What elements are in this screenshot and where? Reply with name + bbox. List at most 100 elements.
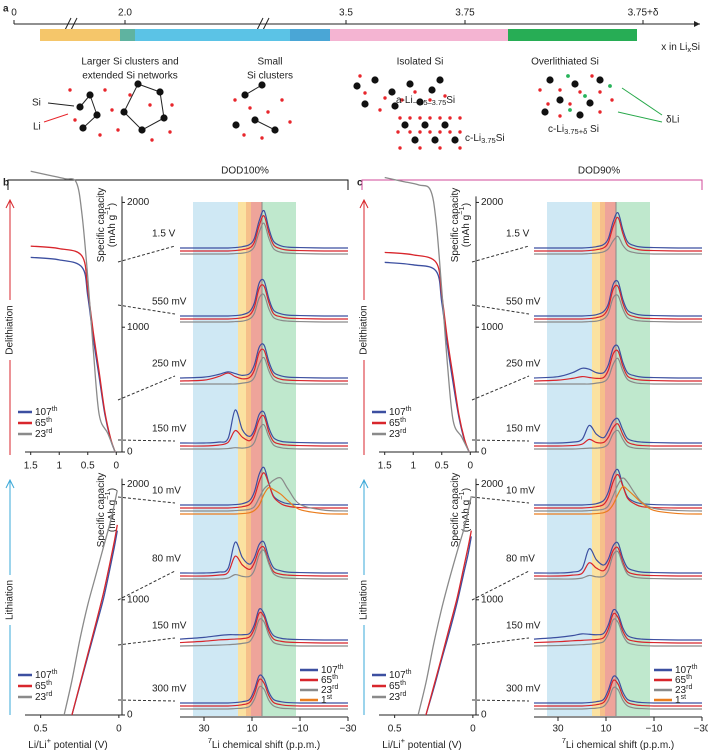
axis-arrow [694,21,700,27]
region-band [290,29,330,41]
text-part: 23 [675,685,687,696]
li-atom [288,120,292,124]
y-tick-label: 0 [481,447,487,458]
y-tick-label: 0 [481,710,487,721]
row-label: 250 mV [506,359,541,370]
axis-break [64,17,78,31]
si-atom [76,103,84,111]
text-part: 7 [562,736,566,745]
region-label: Overlithiated Si [531,57,599,68]
spectrum [533,279,703,317]
si-atom [406,80,414,88]
x-tick-label: 10 [600,724,612,735]
y-tick-label: 0 [127,710,133,721]
extra-li [568,108,572,112]
legend-label: 65th [35,417,52,429]
panel-label: a [3,4,9,15]
spectrum [533,612,703,644]
li-atom [266,110,270,114]
legend-label: 1st [321,694,332,706]
x-tick-label: 30 [198,724,210,735]
spectrum [180,209,349,249]
text-part: −1 [103,491,112,500]
legend-label: 107th [675,664,698,676]
si-atom [391,102,399,110]
text-part: th [406,406,412,413]
si-atom [431,136,439,144]
text-part: 65 [389,681,401,692]
scale-tick-label: 3.75 [455,8,475,19]
legend-label: 23rd [35,428,52,440]
li-atom [428,98,432,102]
bond [123,111,143,131]
spectrum [534,235,702,255]
text-part: Si [496,133,505,144]
si-atom [451,136,459,144]
spectrum [180,685,348,710]
text-part: Li chemical shift (p.p.m.) [212,740,320,751]
x-tick-label: 10 [246,724,258,735]
spectrum [180,678,348,707]
legend-label: 23rd [675,684,692,696]
li-atom [458,130,462,134]
text-part: (mAh g [461,500,472,532]
region-band [40,29,120,41]
x-tick-label: 0.5 [34,724,48,735]
text-part: −1 [457,491,466,500]
spectrum [179,618,348,647]
y-tick-label: 0 [127,447,133,458]
li-atom [598,90,602,94]
y-axis-label: Specific capacity(mAh g−1) [450,473,472,547]
text-part: th [400,417,406,424]
text-part: 107 [321,665,338,676]
scale-tick-label: 2.0 [118,8,132,19]
li-atom [558,114,562,118]
text-part: c-Li [548,124,564,135]
li-atom [443,94,447,98]
text-part: 107 [389,407,406,418]
spectrum [180,476,349,512]
spectrum [534,477,703,512]
legend-label: 107th [35,406,58,418]
phase-label: a-Li~3.5–3.75Si [396,95,455,107]
li-atom [438,146,442,150]
si-atom [546,76,554,84]
text-part: Specific capacity [96,188,107,262]
x-tick-label: −10 [646,724,663,735]
connector [471,375,530,401]
li-atom [438,116,442,120]
legend-label: 65th [389,680,406,692]
spectrum [180,472,349,509]
row-label: 80 mV [506,554,535,565]
axis-break [256,17,270,31]
text-part: 3.75+δ [564,127,587,136]
li-atom [148,103,152,107]
x-tick-label: 1 [410,461,416,472]
spectrum [180,215,349,252]
li-atom [260,136,264,140]
text-part: Si [446,95,455,106]
pointer [43,113,69,123]
li-atom [98,133,102,137]
li-atom [116,128,120,132]
li-atom [233,98,237,102]
si-atom [576,111,584,119]
region-label: Small [257,57,282,68]
text-part: th [46,417,52,424]
row-label: 300 mV [506,684,541,695]
bracket [7,179,349,190]
text-part: rd [686,684,692,691]
spectrum [534,216,703,252]
text-part: c-Li [465,133,481,144]
legend-label: 23rd [35,691,52,703]
li-atom [170,103,174,107]
legend-label: 23rd [321,684,338,696]
li-atom [438,130,442,134]
spectrum [533,546,703,577]
si-atom [416,98,424,106]
connector [471,699,530,702]
li-atom [396,130,400,134]
connector [471,439,530,442]
text-part: ~3.5–3.75 [413,98,447,107]
row-label: 550 mV [506,297,541,308]
